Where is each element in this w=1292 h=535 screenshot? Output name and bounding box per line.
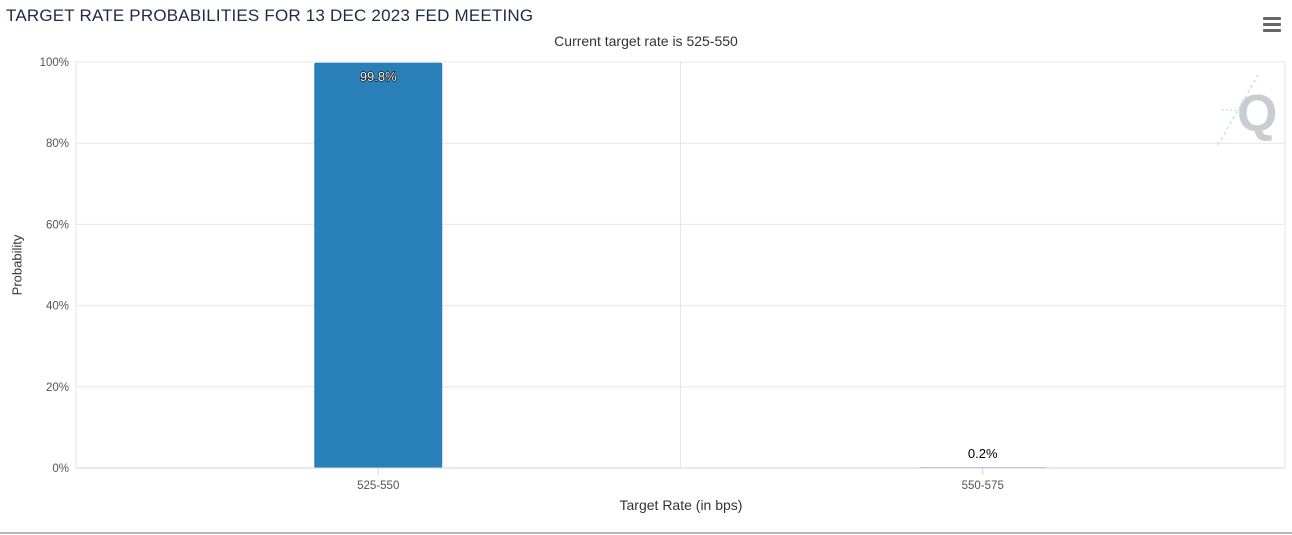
x-tick-label: 550-575 [962,480,1004,492]
y-tick-label: 80% [46,138,69,150]
bottom-divider [0,532,1292,534]
data-labels: 99.8% 0.2% [359,68,998,461]
x-tick-label: 525-550 [357,480,399,492]
hamburger-menu-icon[interactable] [1261,15,1283,33]
y-axis-label: Probability [9,234,25,296]
q-logo-icon: Q [1217,74,1277,146]
y-tick-label: 60% [46,219,69,231]
y-tick-label: 100% [40,57,69,69]
x-tick-labels: 525-550 550-575 [357,480,1004,492]
data-label: 0.2% [968,446,998,461]
y-tick-labels: 0% 20% 40% 60% 80% 100% [40,57,69,475]
axes [76,467,1285,475]
svg-text:Q: Q [1237,85,1277,143]
y-tick-label: 40% [46,301,69,313]
gridlines [75,61,1286,468]
chart-subtitle: Current target rate is 525-550 [554,33,738,49]
y-tick-label: 20% [46,382,69,394]
data-label: 99.8% [360,69,397,84]
chart-title: TARGET RATE PROBABILITIES FOR 13 DEC 202… [6,6,534,25]
x-axis-label: Target Rate (in bps) [619,497,743,513]
y-tick-label: 0% [52,463,69,475]
bar-525-550[interactable] [314,62,443,468]
